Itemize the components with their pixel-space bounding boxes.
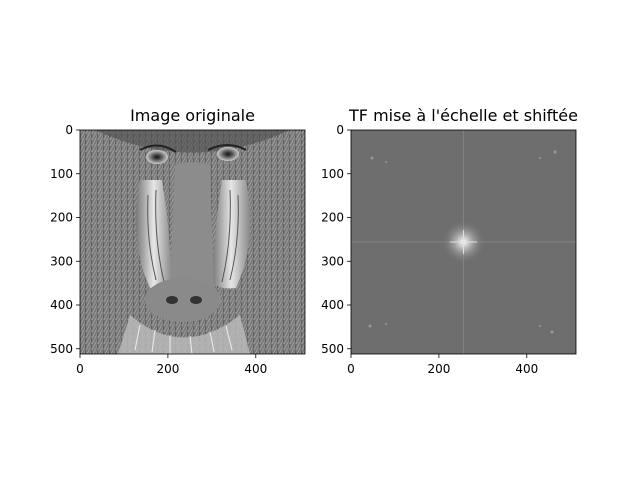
x-tick-label: 400 [515,362,538,376]
y-tick-label: 0 [336,123,344,137]
y-tick-label: 300 [50,254,73,268]
y-tick-label: 300 [321,254,344,268]
chart-title: Image originale [130,106,255,125]
x-tick-label: 0 [76,362,84,376]
y-tick-label: 200 [321,211,344,225]
right-cheek [212,180,251,289]
x-axis: 0 200 400 [347,354,538,376]
x-tick-label: 400 [244,362,267,376]
x-tick-label: 0 [347,362,355,376]
y-tick-label: 0 [65,123,73,137]
axes-frame [350,129,577,355]
y-tick-label: 200 [50,211,73,225]
x-tick-label: 200 [156,362,179,376]
y-tick-label: 500 [50,342,73,356]
spectrum-image [351,130,576,354]
left-cheek [135,180,172,289]
x-tick-label: 200 [427,362,450,376]
panel-original-image: Image originale [50,106,306,376]
mandrill-image [80,130,305,354]
y-tick-label: 100 [321,167,344,181]
panel-fft-spectrum: TF mise à l'échelle et shiftée [321,106,578,376]
x-axis: 0 200 400 [76,354,267,376]
y-tick-label: 100 [50,167,73,181]
chart-title: TF mise à l'échelle et shiftée [348,106,578,125]
right-eye [217,147,239,161]
y-axis: 0 100 200 300 400 500 [321,123,351,356]
left-eye [146,150,168,164]
muzzle [145,278,221,322]
y-tick-label: 400 [50,298,73,312]
y-axis: 0 100 200 300 400 500 [50,123,80,356]
axes-frame [79,129,306,355]
y-tick-label: 400 [321,298,344,312]
y-tick-label: 500 [321,342,344,356]
